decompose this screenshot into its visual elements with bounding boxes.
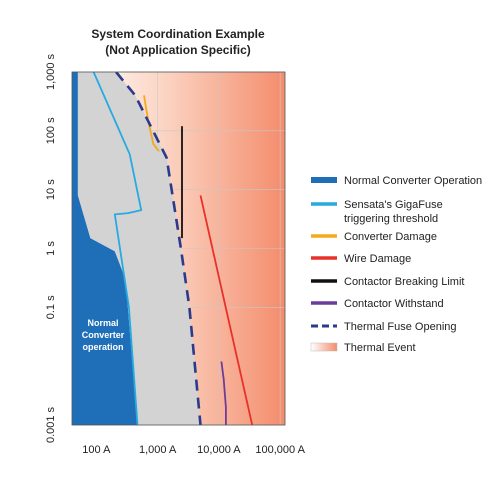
legend-swatch (310, 342, 338, 352)
converter-damage-line (143, 95, 160, 152)
y-tick-label: 1 s (45, 241, 57, 256)
legend-label: triggering threshold (344, 213, 438, 225)
y-tick-label: 0.001 s (45, 406, 57, 443)
legend-item: Thermal Event (310, 342, 416, 354)
x-tick-label: 100 A (82, 444, 111, 456)
legend-item: Wire Damage (311, 253, 411, 265)
legend-item: Contactor Withstand (311, 298, 444, 310)
y-tick-label: 100 s (45, 117, 57, 144)
normal-operation-label: Converter (82, 330, 125, 340)
legend-label: Converter Damage (344, 231, 437, 243)
legend-label: Thermal Fuse Opening (344, 321, 457, 333)
y-tick-label: 10 s (45, 179, 57, 200)
x-tick-label: 100,000 A (255, 444, 305, 456)
wire-damage-line (199, 195, 254, 425)
plot-frame (71, 71, 286, 426)
legend-label: Thermal Event (344, 342, 416, 354)
legend-label: Contactor Withstand (344, 298, 444, 310)
legend-item: Thermal Fuse Opening (311, 321, 457, 333)
normal-operation-label: Normal (87, 318, 118, 328)
legend-label: Wire Damage (344, 253, 411, 265)
legend-label: Sensata's GigaFuse (344, 199, 443, 211)
normal-operation-label: operation (82, 342, 123, 352)
normal-converter-operation-region (72, 72, 138, 425)
legend-item: Normal Converter Operation (311, 175, 482, 187)
legend-label: Contactor Breaking Limit (344, 276, 464, 288)
y-tick-label: 0.1 s (45, 295, 57, 319)
chart-title: System Coordination Example (91, 27, 265, 41)
chart-subtitle: (Not Application Specific) (105, 43, 251, 57)
sensata-s-gigafuse-triggering-threshold-line (92, 72, 143, 425)
contactor-withstand-line (220, 361, 227, 425)
legend-item: Contactor Breaking Limit (311, 276, 464, 288)
legend-swatch (311, 177, 337, 183)
thermal-fuse-opening-band-region (77, 72, 201, 425)
thermal-fuse-opening-line (115, 72, 202, 425)
legend-item: Sensata's GigaFuse triggering threshold (311, 199, 443, 225)
x-tick-label: 1,000 A (139, 444, 177, 456)
legend-label: Normal Converter Operation (344, 175, 482, 187)
x-tick-label: 10,000 A (197, 444, 241, 456)
legend-item: Converter Damage (311, 231, 437, 243)
y-tick-label: 1,000 s (45, 53, 57, 90)
